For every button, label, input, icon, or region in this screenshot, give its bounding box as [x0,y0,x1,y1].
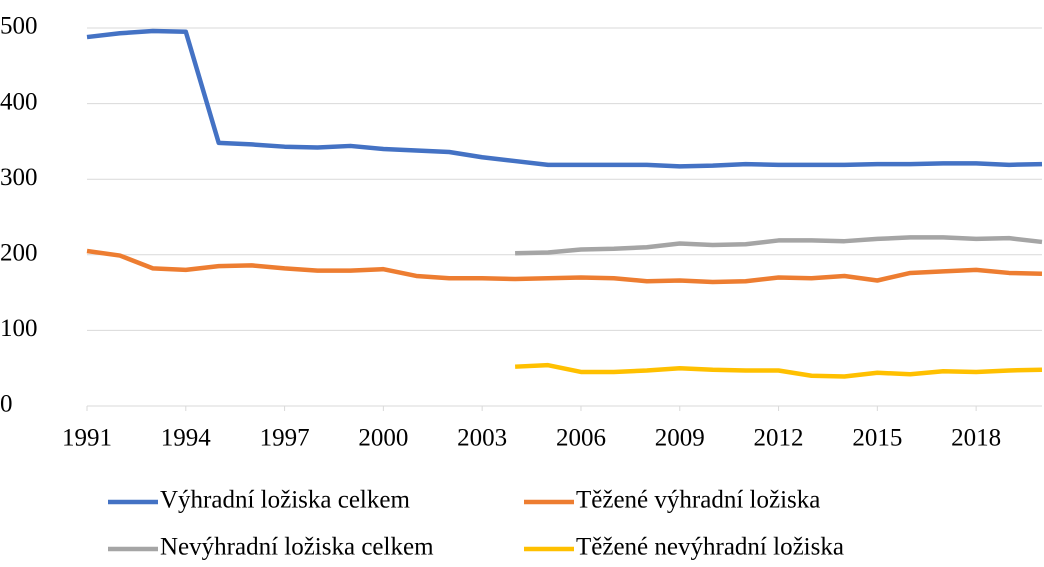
legend-label: Nevýhradní ložiska celkem [160,534,434,561]
x-tick-label: 2009 [655,425,705,452]
y-tick-label: 300 [0,164,38,191]
y-tick-label: 500 [0,13,38,40]
x-tick-label: 2006 [556,425,606,452]
x-tick-label: 2018 [951,425,1001,452]
y-tick-label: 100 [0,315,38,342]
x-tick-label: 2012 [754,425,804,452]
series-line [514,362,1043,379]
x-tick-label: 2003 [457,425,507,452]
x-tick-label: 1991 [62,425,112,452]
x-tick-label: 1997 [260,425,310,452]
legend-label: Těžené nevýhradní ložiska [576,534,844,561]
series-line [515,235,1043,256]
series-line [86,248,1043,285]
legend-label: Výhradní ložiska celkem [160,487,410,514]
series-line [86,28,1043,169]
y-tick-label: 400 [0,88,38,115]
x-tick-label: 1994 [161,425,212,452]
x-tick-label: 2000 [358,425,408,452]
y-tick-label: 200 [0,240,38,267]
y-tick-label: 0 [0,391,13,418]
x-tick-label: 2015 [852,425,902,452]
legend-label: Těžené výhradní ložiska [576,487,820,514]
